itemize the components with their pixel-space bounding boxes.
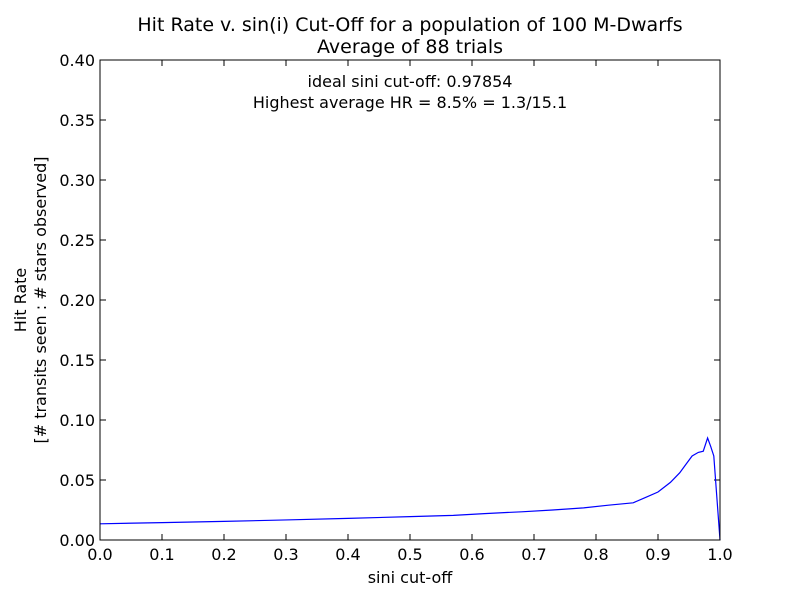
y-tick-label: 0.05 [59,471,95,490]
y-tick-label: 0.10 [59,411,95,430]
axis-ticks: 0.0 0.1 0.2 0.3 0.4 0.5 0.6 0.7 0.8 0.9 1.0 0.00 0.0… [59,51,732,564]
x-axis-label: sini cut-off [368,568,454,587]
y-tick-label: 0.00 [59,531,95,550]
x-tick-label: 0.7 [521,545,546,564]
y-tick-label: 0.20 [59,291,95,310]
y-tick-label: 0.15 [59,351,95,370]
x-tick-label: 0.5 [397,545,422,564]
series-line [99,436,721,541]
plot-frame [99,59,721,541]
chart-annotation-line-1: ideal sini cut-off: 0.97854 [308,72,513,91]
x-tick-label: 0.4 [335,545,360,564]
y-axis-label-line-1: Hit Rate [11,268,30,333]
x-tick-label: 0.3 [273,545,298,564]
chart-title-line-2: Average of 88 trials [317,36,503,58]
x-tick-label: 0.2 [211,545,236,564]
x-tick-label: 1.0 [707,545,732,564]
x-tick-label: 0.8 [583,545,608,564]
series-layer [99,436,721,541]
chart-annotation-line-2: Highest average HR = 8.5% = 1.3/15.1 [253,93,567,112]
y-tick-label: 0.30 [59,171,95,190]
y-tick-label: 0.35 [59,111,95,130]
chart-title-line-1: Hit Rate v. sin(i) Cut-Off for a populat… [137,14,682,36]
y-tick-label: 0.40 [59,51,95,70]
y-axis-label-line-2: [# transits seen : # stars observed] [31,156,50,443]
x-tick-label: 0.9 [645,545,670,564]
x-tick-label: 0.1 [149,545,174,564]
x-tick-label: 0.6 [459,545,484,564]
x-tick-label: 0.0 [87,545,112,564]
y-tick-label: 0.25 [59,231,95,250]
